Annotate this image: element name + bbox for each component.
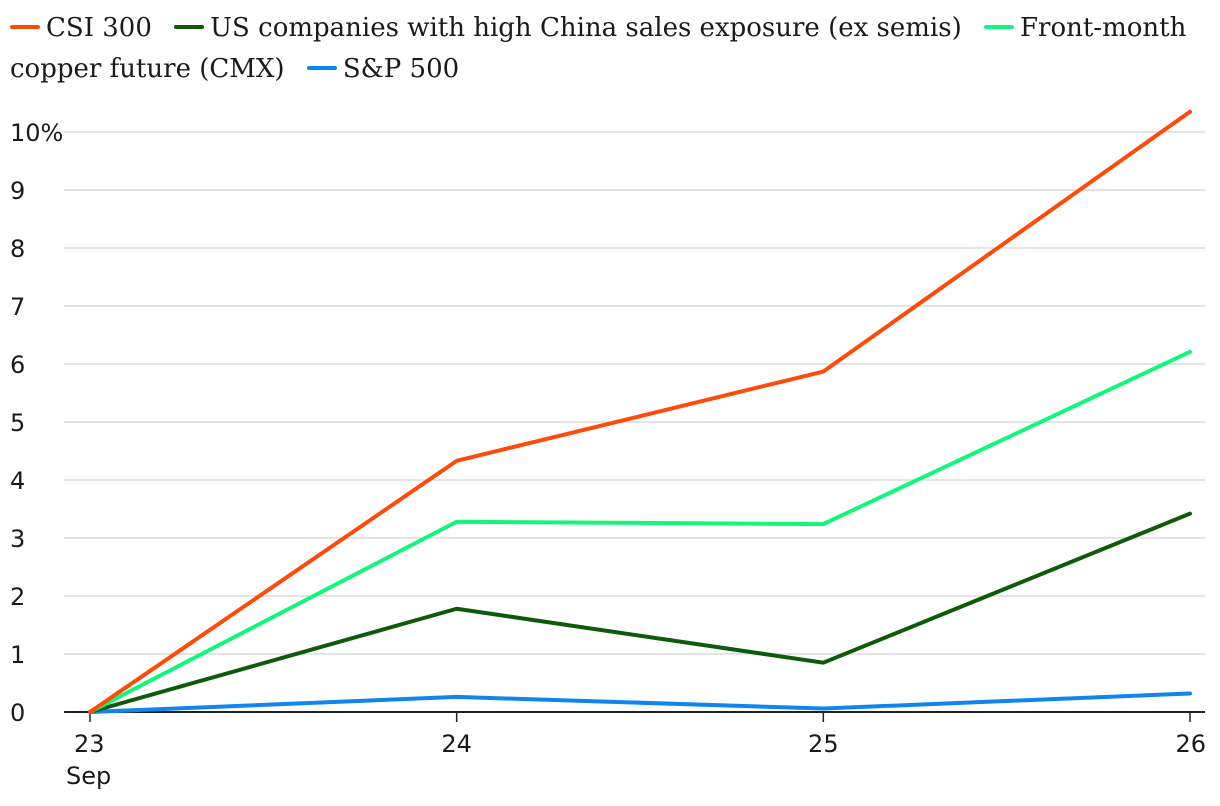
legend-label: S&P 500 [342,54,460,84]
y-tick-label: 9 [10,177,25,205]
x-tick-label: 23 [74,730,105,758]
legend-item-front-month-copper-future-cmx: Front-month copper future (CMX) [10,13,1186,84]
legend-swatch [983,25,1014,29]
x-tick-label: 25 [808,730,839,758]
y-tick-label: 4 [10,467,25,495]
y-tick-label: 3 [10,525,25,553]
legend-swatch [174,25,205,29]
x-tick-sublabel: Sep [66,762,111,790]
series-line-us-companies-with-high-china-sales-exposure-ex-semis [88,511,1192,714]
legend-swatch [10,25,40,29]
y-axis-tick-labels: 0 1 2 3 4 5 6 7 8 9 10% [10,119,63,727]
series-lines [88,109,1192,714]
x-axis-tick-labels: 23 24 25 26 Sep [66,712,1206,790]
y-tick-label: 1 [10,641,25,669]
y-tick-label: 6 [10,351,25,379]
legend-label: CSI 300 [46,13,152,43]
series-line-csi-300 [88,109,1192,714]
legend-swatch [306,66,337,70]
legend-item-us-companies-with-high-china-sales-exposure-ex-semis: US companies with high China sales expos… [174,13,962,43]
gridlines [64,131,1205,713]
legend-label: Front-month copper future (CMX) [10,13,1187,84]
y-tick-label: 2 [10,583,25,611]
y-tick-label: 7 [10,293,25,321]
y-tick-label: 8 [10,235,25,263]
x-tick-label: 26 [1175,730,1206,758]
y-tick-label: 0 [10,699,25,727]
series-line-s-p-500 [88,691,1192,714]
series-line-front-month-copper-future-cmx [88,349,1192,714]
x-tick-label: 24 [441,730,472,758]
y-tick-label: 10% [10,119,63,147]
legend-item-s-p-500: S&P 500 [306,54,460,84]
chart-legend: CSI 300 US companies with high China sal… [10,8,1205,90]
y-tick-label: 5 [10,409,25,437]
legend-label: US companies with high China sales expos… [210,13,962,43]
legend-item-csi-300: CSI 300 [10,13,152,43]
